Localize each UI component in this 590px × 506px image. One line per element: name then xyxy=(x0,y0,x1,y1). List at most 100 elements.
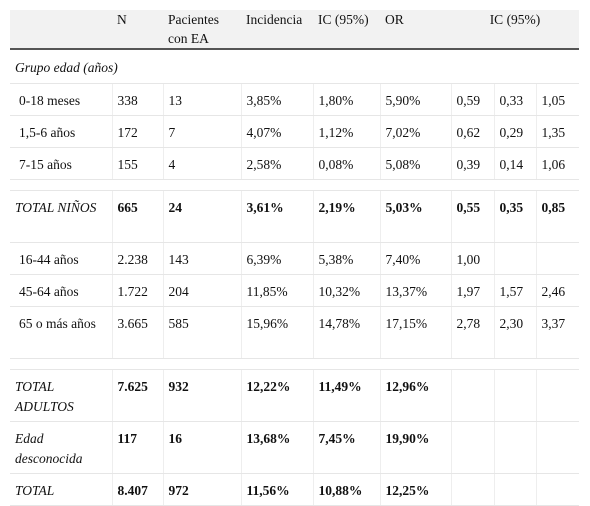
row-label: 45-64 años xyxy=(10,274,112,307)
cell: 0,33 xyxy=(493,83,536,116)
cell: 5,90% xyxy=(379,83,451,116)
cell xyxy=(535,242,580,275)
cell: 585 xyxy=(162,306,241,359)
cell xyxy=(535,421,580,474)
cell: 11,56% xyxy=(240,473,313,506)
table-row: TOTAL ADULTOS 7.625 932 12,22% 11,49% 12,96% xyxy=(10,369,580,422)
row-label: 1,5-6 años xyxy=(10,115,112,148)
cell: 1,05 xyxy=(535,83,580,116)
cell: 7.625 xyxy=(111,369,163,422)
cell: 3,61% xyxy=(240,190,313,243)
header-cell: Pacientes con EA xyxy=(163,10,241,50)
cell: 2.238 xyxy=(111,242,163,275)
cell: 0,55 xyxy=(450,190,494,243)
spacer xyxy=(10,358,580,370)
cell: 1,35 xyxy=(535,115,580,148)
cell: 12,22% xyxy=(240,369,313,422)
cell: 16 xyxy=(162,421,241,474)
cell: 0,14 xyxy=(493,147,536,180)
cell: 7 xyxy=(162,115,241,148)
row-label: 7-15 años xyxy=(10,147,112,180)
row-label: 65 o más años xyxy=(10,306,112,359)
cell: 17,15% xyxy=(379,306,451,359)
cell: 5,38% xyxy=(312,242,380,275)
cell: 2,30 xyxy=(493,306,536,359)
header-row: N Pacientes con EA Incidencia IC (95%) O… xyxy=(10,10,580,50)
row-label: 0-18 meses xyxy=(10,83,112,116)
cell: 172 xyxy=(111,115,163,148)
table-row: 7-15 años 155 4 2,58% 0,08% 5,08% 0,39 0,14 1,06 xyxy=(10,147,580,180)
header-cell: OR xyxy=(380,10,451,50)
table-row: 65 o más años 3.665 585 15,96% 14,78% 17,15% 2… xyxy=(10,306,580,359)
spacer xyxy=(10,179,580,191)
cell: 972 xyxy=(162,473,241,506)
cell: 2,78 xyxy=(450,306,494,359)
cell: 2,19% xyxy=(312,190,380,243)
cell: 338 xyxy=(111,83,163,116)
table-body: Grupo edad (años) 0-18 meses 338 13 3,85% 1,… xyxy=(10,49,580,506)
cell: 0,85 xyxy=(535,190,580,243)
cell: 204 xyxy=(162,274,241,307)
header-cell: IC (95%) xyxy=(451,10,580,50)
cell: 24 xyxy=(162,190,241,243)
row-label: Edad desconocida xyxy=(10,421,112,474)
cell: 1,06 xyxy=(535,147,580,180)
table-row: TOTAL 8.407 972 11,56% 10,88% 12,25% xyxy=(10,473,580,506)
header-cell: IC (95%) xyxy=(313,10,380,50)
cell: 3.665 xyxy=(111,306,163,359)
cell: 1.722 xyxy=(111,274,163,307)
row-label: TOTAL ADULTOS xyxy=(10,369,112,422)
cell: 11,85% xyxy=(240,274,313,307)
cell: 2,46 xyxy=(535,274,580,307)
cell: 3,37 xyxy=(535,306,580,359)
cell: 0,08% xyxy=(312,147,380,180)
cell xyxy=(450,369,494,422)
cell: 12,96% xyxy=(379,369,451,422)
cell: 10,88% xyxy=(312,473,380,506)
cell: 11,49% xyxy=(312,369,380,422)
cell: 4 xyxy=(162,147,241,180)
cell: 7,45% xyxy=(312,421,380,474)
row-label: 16-44 años xyxy=(10,242,112,275)
row-label: TOTAL xyxy=(10,473,112,506)
cell: 0,59 xyxy=(450,83,494,116)
cell xyxy=(493,421,536,474)
cell: 1,12% xyxy=(312,115,380,148)
table-row: 16-44 años 2.238 143 6,39% 5,38% 7,40% 1,00 xyxy=(10,242,580,275)
cell: 7,40% xyxy=(379,242,451,275)
cell: 0,29 xyxy=(493,115,536,148)
header-cell: N xyxy=(112,10,163,50)
cell xyxy=(493,369,536,422)
cell: 1,00 xyxy=(450,242,494,275)
table-row: 45-64 años 1.722 204 11,85% 10,32% 13,37% 1,97… xyxy=(10,274,580,307)
cell: 14,78% xyxy=(312,306,380,359)
table-row: 1,5-6 años 172 7 4,07% 1,12% 7,02% 0,62 0,29 1,3… xyxy=(10,115,580,148)
cell: 10,32% xyxy=(312,274,380,307)
cell: 19,90% xyxy=(379,421,451,474)
cell: 13 xyxy=(162,83,241,116)
cell: 117 xyxy=(111,421,163,474)
group-label: Grupo edad (años) xyxy=(10,49,580,84)
cell: 665 xyxy=(111,190,163,243)
cell: 143 xyxy=(162,242,241,275)
cell: 13,37% xyxy=(379,274,451,307)
cell xyxy=(535,473,580,506)
cell: 1,97 xyxy=(450,274,494,307)
cell: 1,57 xyxy=(493,274,536,307)
cell xyxy=(535,369,580,422)
table: N Pacientes con EA Incidencia IC (95%) O… xyxy=(10,10,580,506)
table-row: Edad desconocida 117 16 13,68% 7,45% 19,90% xyxy=(10,421,580,474)
cell: 0,35 xyxy=(493,190,536,243)
cell xyxy=(493,473,536,506)
cell xyxy=(450,421,494,474)
cell: 0,39 xyxy=(450,147,494,180)
cell: 1,80% xyxy=(312,83,380,116)
cell: 13,68% xyxy=(240,421,313,474)
cell: 15,96% xyxy=(240,306,313,359)
cell: 3,85% xyxy=(240,83,313,116)
cell: 4,07% xyxy=(240,115,313,148)
row-label: TOTAL NIÑOS xyxy=(10,190,112,243)
cell: 12,25% xyxy=(379,473,451,506)
cell: 2,58% xyxy=(240,147,313,180)
